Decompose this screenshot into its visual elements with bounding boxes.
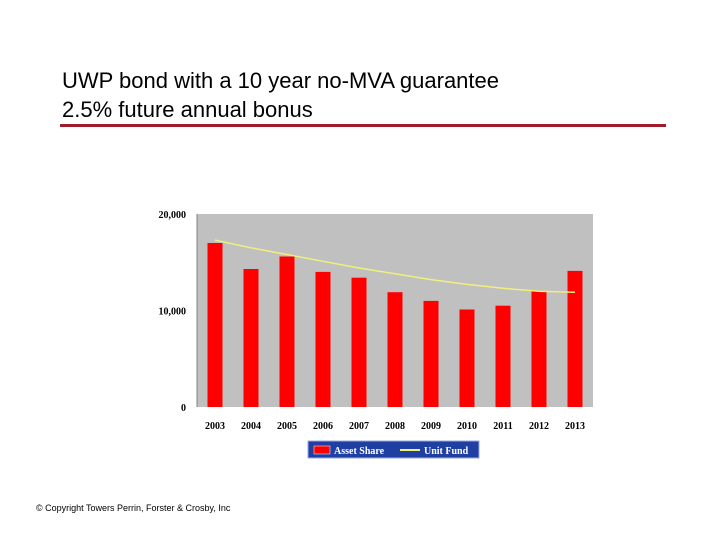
y-tick-labels: 0 10,000 20,000 [159,210,187,414]
x-tick-label: 2012 [529,421,549,432]
bar-2007 [351,277,367,407]
bar-2011 [495,305,511,407]
bar-2012 [531,291,547,407]
y-tick-label: 0 [181,403,186,414]
legend-asset-share-swatch [313,445,331,455]
title-underline [60,124,666,127]
x-tick-label: 2004 [241,421,261,432]
copyright-notice: © Copyright Towers Perrin, Forster & Cro… [36,503,231,513]
x-tick-labels: 2003 2004 2005 2006 2007 2008 2009 2010 2011 2012… [205,421,585,432]
legend-asset-share-label: Asset Share [334,446,385,457]
x-tick-label: 2010 [457,421,477,432]
bar-2003 [207,243,223,407]
legend-unit-fund-label: Unit Fund [424,446,469,457]
bar-series [207,243,583,407]
bar-2006 [315,271,331,407]
x-tick-label: 2006 [313,421,333,432]
bar-2004 [243,269,259,407]
x-tick-label: 2011 [493,421,512,432]
legend-box [307,440,480,459]
x-tick-label: 2008 [385,421,405,432]
x-tick-label: 2013 [565,421,585,432]
unit-fund-line [214,239,576,293]
slide-title: UWP bond with a 10 year no-MVA guarantee… [62,66,682,124]
legend: Asset Share Unit Fund [307,440,480,459]
bar-2008 [387,292,403,407]
y-tick-label: 10,000 [159,307,187,318]
x-tick-label: 2005 [277,421,297,432]
title-line-1: UWP bond with a 10 year no-MVA guarantee [62,68,499,93]
x-tick-label: 2009 [421,421,441,432]
bar-2009 [423,300,439,407]
x-tick-label: 2007 [349,421,369,432]
bar-2010 [459,309,475,407]
bar-2005 [279,256,295,407]
y-tick-label: 20,000 [159,210,187,221]
title-line-2: 2.5% future annual bonus [62,97,313,122]
x-tick-label: 2003 [205,421,225,432]
bar-2013 [567,270,583,407]
